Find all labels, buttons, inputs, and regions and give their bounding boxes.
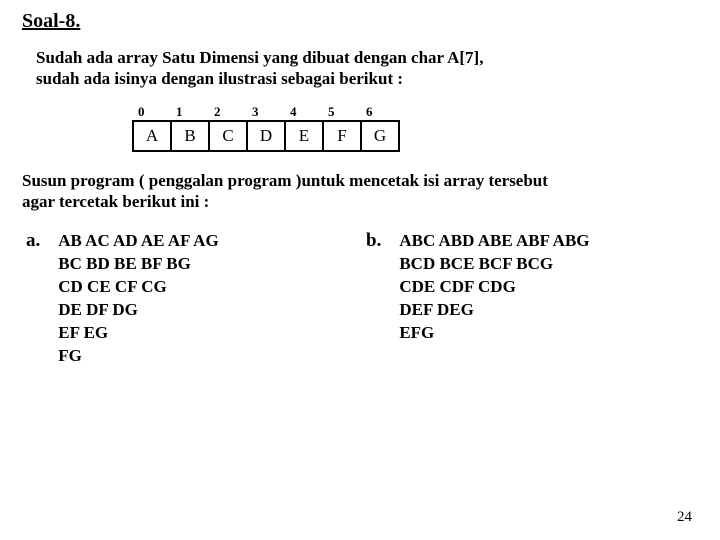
index-0: 0 <box>132 104 170 120</box>
page-title: Soal-8. <box>22 10 698 33</box>
array-table: A B C D E F G <box>132 120 400 152</box>
array-cell-6: G <box>361 121 399 151</box>
array-cell-4: E <box>285 121 323 151</box>
answer-b-lines: ABC ABD ABE ABF ABG BCD BCE BCF BCG CDE … <box>399 230 589 345</box>
answer-a-line-1: BC BD BE BF BG <box>58 253 218 276</box>
answer-a-line-4: EF EG <box>58 322 218 345</box>
answer-a-line-2: CD CE CF CG <box>58 276 218 299</box>
answer-b-line-4: EFG <box>399 322 589 345</box>
array-row: A B C D E F G <box>133 121 399 151</box>
array-cell-1: B <box>171 121 209 151</box>
answer-b: b. ABC ABD ABE ABF ABG BCD BCE BCF BCG C… <box>366 230 590 368</box>
intro-line-1: Sudah ada array Satu Dimensi yang dibuat… <box>36 47 698 68</box>
answer-a-line-3: DE DF DG <box>58 299 218 322</box>
answer-b-line-2: CDE CDF CDG <box>399 276 589 299</box>
instruction-line-2: agar tercetak berikut ini : <box>22 191 698 212</box>
array-cell-0: A <box>133 121 171 151</box>
answer-b-line-0: ABC ABD ABE ABF ABG <box>399 230 589 253</box>
answer-b-line-1: BCD BCE BCF BCG <box>399 253 589 276</box>
page-number: 24 <box>677 509 692 526</box>
answer-a-line-5: FG <box>58 345 218 368</box>
array-indices-row: 0 1 2 3 4 5 6 <box>132 104 698 120</box>
array-cell-5: F <box>323 121 361 151</box>
instruction-line-1: Susun program ( penggalan program )untuk… <box>22 170 698 191</box>
index-4: 4 <box>284 104 322 120</box>
answer-b-letter: b. <box>366 230 381 252</box>
array-illustration: 0 1 2 3 4 5 6 A B C D E F G <box>132 104 698 152</box>
index-1: 1 <box>170 104 208 120</box>
instruction-text: Susun program ( penggalan program )untuk… <box>22 170 698 213</box>
index-3: 3 <box>246 104 284 120</box>
index-6: 6 <box>360 104 398 120</box>
answer-a-lines: AB AC AD AE AF AG BC BD BE BF BG CD CE C… <box>58 230 218 368</box>
intro-line-2: sudah ada isinya dengan ilustrasi sebaga… <box>36 68 698 89</box>
array-cell-2: C <box>209 121 247 151</box>
array-cell-3: D <box>247 121 285 151</box>
index-2: 2 <box>208 104 246 120</box>
intro-text: Sudah ada array Satu Dimensi yang dibuat… <box>36 47 698 90</box>
answer-a: a. AB AC AD AE AF AG BC BD BE BF BG CD C… <box>26 230 366 368</box>
answer-a-line-0: AB AC AD AE AF AG <box>58 230 218 253</box>
answers-container: a. AB AC AD AE AF AG BC BD BE BF BG CD C… <box>26 230 698 368</box>
answer-b-line-3: DEF DEG <box>399 299 589 322</box>
index-5: 5 <box>322 104 360 120</box>
answer-a-letter: a. <box>26 230 40 252</box>
